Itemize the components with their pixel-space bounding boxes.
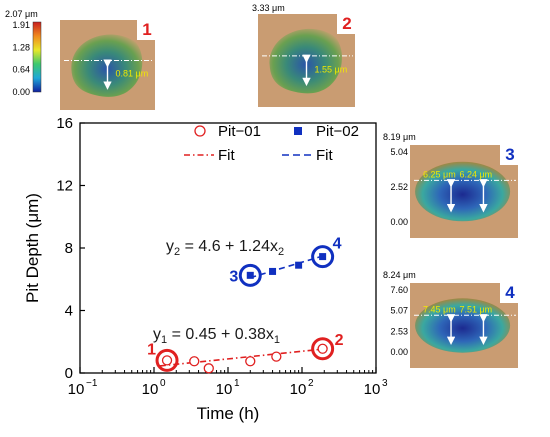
highlight-label: 4	[333, 236, 342, 253]
highlight-label: 3	[229, 268, 238, 285]
inset-scale-tick: 5.07	[390, 306, 408, 316]
inset-3: 8.19 μm 5.04 2.52 0.00 6.25 μm 6.24 μm 3	[383, 132, 520, 238]
y-tick-label: 8	[65, 240, 73, 257]
inset-label-box	[337, 12, 357, 34]
pit01-point	[245, 356, 256, 367]
x-tick-label: 10	[290, 381, 307, 398]
inset-scale-tick: 2.52	[390, 182, 408, 192]
y-tick-label: 16	[56, 115, 73, 132]
highlight-ring	[311, 245, 335, 269]
equation-part: 2	[278, 246, 284, 258]
pit02-point	[269, 267, 277, 275]
x-tick-exponent: 1	[234, 378, 240, 389]
inset-depth-label: 1.55 μm	[315, 65, 348, 75]
highlight-label: 1	[147, 341, 156, 358]
inset-depth-label: 7.51 μm	[459, 304, 492, 314]
inset-depth-label: 0.81 μm	[116, 69, 149, 79]
inset-scale-tick: 7.60	[390, 285, 408, 295]
inset-scale-tick: 2.53	[390, 326, 408, 336]
pit02-point	[295, 261, 303, 269]
inset-depth-label: 7.45 μm	[423, 304, 456, 314]
highlight-label: 2	[335, 332, 344, 349]
inset-scale-tick: 5.04	[390, 147, 408, 157]
legend-marker	[294, 127, 302, 135]
y-axis-label: Pit Depth (μm)	[23, 193, 42, 303]
pit02-point	[246, 271, 254, 279]
highlight-ring	[155, 348, 179, 372]
pit01-point	[189, 356, 200, 367]
equation-part: = 4.6 + 1.24x	[180, 238, 278, 255]
inset-colorbar	[32, 21, 42, 93]
inset-scale-max: 8.19 μm	[383, 132, 416, 142]
legend-marker	[194, 125, 206, 137]
inset-scale-tick: 0.00	[390, 347, 408, 357]
highlight-ring	[311, 337, 335, 361]
inset-label-box	[500, 281, 520, 303]
equation-part: 1	[274, 334, 280, 346]
legend-label: Fit	[218, 147, 235, 164]
legend-label: Pit−01	[218, 123, 261, 140]
inset-scale-max: 2.07 μm	[5, 9, 38, 19]
legend-label: Fit	[316, 147, 333, 164]
pit01-point	[203, 363, 214, 374]
equation-part: y	[153, 326, 161, 343]
inset-1: 2.07 μm1.91 1.28 0.64 0.00 0.81 μm 1	[5, 9, 157, 110]
inset-label: 1	[142, 20, 151, 39]
y-tick-label: 0	[65, 365, 73, 382]
inset-scale-tick: 0.64	[12, 65, 30, 75]
highlight-ring	[238, 263, 262, 287]
legend: Pit−01 Pit−02 Fit Fit	[184, 123, 359, 164]
inset-scale-max: 8.24 μm	[383, 270, 416, 280]
x-tick-exponent: 0	[160, 378, 166, 389]
y-tick-label: 12	[56, 178, 73, 195]
y-tick-label: 4	[65, 303, 73, 320]
pit01-point	[271, 351, 282, 362]
equation-part: y	[166, 238, 174, 255]
x-tick-exponent: −1	[86, 378, 98, 389]
fit-equation: y1 = 0.45 + 0.38x1	[153, 326, 280, 346]
equation-part: = 0.45 + 0.38x	[167, 326, 274, 343]
pit01-point	[161, 355, 173, 366]
inset-scale-tick: 0.00	[390, 217, 408, 227]
highlight-rings: 1 2 3 4	[147, 236, 344, 372]
x-tick-label: 10	[364, 381, 381, 398]
inset-label-box	[500, 143, 520, 165]
data-markers	[161, 253, 328, 374]
inset-label: 3	[505, 145, 514, 164]
inset-label: 4	[505, 283, 515, 302]
inset-label-box	[137, 18, 157, 40]
x-axis-label: Time (h)	[197, 404, 260, 423]
fit-line	[159, 347, 326, 367]
inset-depth-label: 6.25 μm	[423, 169, 456, 179]
inset-scale-tick: 0.00	[12, 87, 30, 97]
x-tick-label: 10	[216, 381, 233, 398]
equation-part: 1	[161, 334, 167, 346]
inset-depth-label: 6.24 μm	[459, 169, 492, 179]
inset-scale-max: 3.33 μm	[252, 3, 285, 13]
x-tick-exponent: 2	[308, 378, 314, 389]
legend-label: Pit−02	[316, 123, 359, 140]
fit-lines	[159, 254, 327, 367]
x-tick-label: 10	[68, 381, 85, 398]
inset-scale-tick: 1.28	[12, 42, 30, 52]
fit-equation: y2 = 4.6 + 1.24x2	[166, 238, 284, 258]
pit02-point	[319, 253, 327, 261]
inset-4: 8.24 μm 7.60 5.07 2.53 0.00 7.45 μm 7.51 μm 4	[383, 270, 520, 368]
inset-scale-tick: 1.91	[12, 20, 30, 30]
equation-part: 2	[174, 246, 180, 258]
pit01-point	[317, 343, 328, 354]
x-tick-label: 10	[142, 381, 159, 398]
x-tick-exponent: 3	[382, 378, 388, 389]
inset-label: 2	[342, 14, 351, 33]
inset-2: 3.33 μm3.332.051.020.001.55 μm2	[252, 3, 357, 107]
